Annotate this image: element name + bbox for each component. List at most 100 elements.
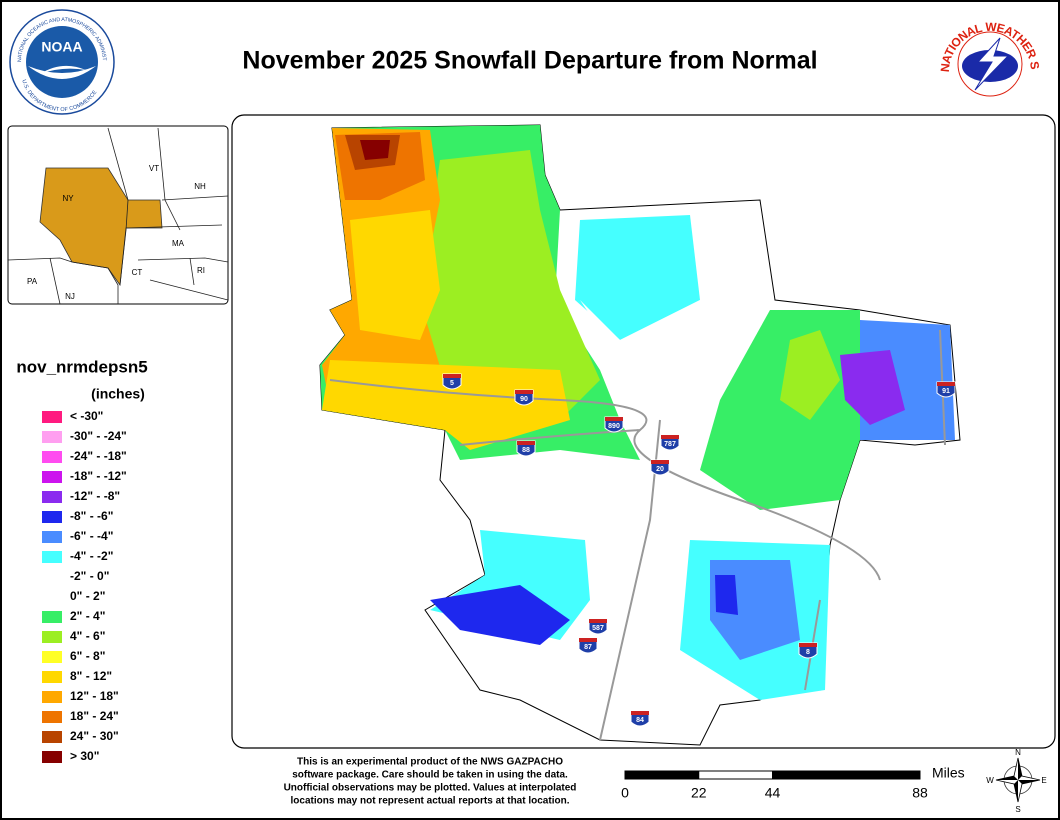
snow-patch	[322, 360, 570, 450]
legend-swatch	[42, 731, 62, 743]
legend-swatch	[42, 531, 62, 543]
interstate-label: 88	[522, 447, 530, 454]
legend-label: -2" - 0"	[70, 569, 109, 583]
legend-swatch	[42, 671, 62, 683]
legend-label: -6" - -4"	[70, 529, 113, 543]
legend-swatch	[42, 691, 62, 703]
disclaimer-line: Unofficial observations may be plotted. …	[284, 783, 577, 794]
interstate-label: 20	[656, 466, 664, 473]
interstate-shield-top	[631, 711, 649, 715]
interstate-label: 87	[584, 644, 592, 651]
scale-tick-label: 22	[691, 785, 707, 801]
legend-label: 2" - 4"	[70, 609, 105, 623]
state-label: CT	[132, 268, 143, 277]
scale-segment	[698, 770, 773, 780]
legend-label: 4" - 6"	[70, 629, 105, 643]
interstate-label: 5	[450, 380, 454, 387]
compass-rose: N S E W	[986, 748, 1046, 814]
legend-swatch	[42, 431, 62, 443]
legend-swatch	[42, 651, 62, 663]
interstate-shield-top	[937, 382, 955, 386]
interstate-shield-top	[651, 460, 669, 464]
scale-tick-label: 88	[912, 785, 928, 801]
interstate-shield-top	[605, 417, 623, 421]
legend-label: -8" - -6"	[70, 509, 113, 523]
state-label: MA	[172, 239, 185, 248]
compass-letter: N	[1015, 748, 1021, 757]
title: November 2025 Snowfall Departure from No…	[242, 47, 817, 75]
disclaimer: This is an experimental product of the N…	[284, 757, 577, 807]
inset-map: VT NH NY MA CT RI PA NJ	[7, 125, 229, 305]
legend-swatch	[42, 711, 62, 723]
interstate-label: 890	[608, 423, 620, 430]
legend-units: (inches)	[91, 386, 145, 402]
snow-patch	[360, 140, 390, 160]
legend-swatch	[42, 631, 62, 643]
snow-patch	[580, 300, 700, 360]
legend-label: -18" - -12"	[70, 469, 127, 483]
state-label: PA	[27, 277, 38, 286]
legend-swatch	[42, 571, 62, 583]
snow-patch	[430, 585, 570, 645]
legend: nov_nrmdepsn5 (inches) < -30" -30" - -24"…	[16, 357, 147, 763]
compass-letter: S	[1015, 805, 1020, 814]
interstate-shield-top	[443, 374, 461, 378]
interstate-shield-top	[579, 638, 597, 642]
interstate-label: 84	[636, 717, 644, 724]
scale-tick-label: 44	[765, 785, 781, 801]
interstate-shield-top	[517, 441, 535, 445]
disclaimer-line: software package. Care should be taken i…	[292, 770, 568, 781]
legend-label: -4" - -2"	[70, 549, 113, 563]
snow-patch	[575, 215, 700, 340]
legend-swatch	[42, 551, 62, 563]
scale-segment	[772, 770, 921, 780]
legend-label: 6" - 8"	[70, 649, 105, 663]
state-label: VT	[149, 164, 159, 173]
snow-patch	[350, 210, 440, 340]
disclaimer-line: This is an experimental product of the N…	[297, 757, 563, 768]
map-area: 5 90 890 787 20 88 91 587 87 8 84	[319, 124, 961, 746]
interstate-shield-top	[661, 435, 679, 439]
legend-swatch	[42, 411, 62, 423]
noaa-text: NOAA	[41, 39, 82, 55]
legend-label: -24" - -18"	[70, 449, 127, 463]
legend-label: -30" - -24"	[70, 429, 127, 443]
legend-label: 24" - 30"	[70, 729, 119, 743]
snow-patch	[715, 575, 738, 615]
interstate-shield-top	[589, 619, 607, 623]
interstate-label: 91	[942, 388, 950, 395]
snow-patch	[780, 330, 840, 420]
state-label: NY	[62, 194, 74, 203]
state-label: RI	[197, 266, 205, 275]
disclaimer-line: locations may not represent actual repor…	[291, 796, 570, 807]
legend-label: < -30"	[70, 409, 103, 423]
legend-swatch	[42, 591, 62, 603]
legend-title: nov_nrmdepsn5	[16, 357, 147, 376]
legend-label: 12" - 18"	[70, 689, 119, 703]
interstate-label: 90	[520, 396, 528, 403]
compass-letter: W	[986, 776, 994, 785]
legend-swatch	[42, 471, 62, 483]
scale-segment	[624, 770, 700, 780]
legend-swatch	[42, 611, 62, 623]
scale-unit: Miles	[932, 765, 965, 781]
legend-swatch	[42, 451, 62, 463]
legend-label: 18" - 24"	[70, 709, 119, 723]
legend-swatch	[42, 491, 62, 503]
interstate-label: 587	[592, 625, 604, 632]
legend-label: 0" - 2"	[70, 589, 105, 603]
interstate-label: 8	[806, 649, 810, 656]
state-label: NJ	[65, 292, 75, 301]
legend-swatch	[42, 511, 62, 523]
interstate-shield-top	[515, 390, 533, 394]
interstate-shield-top	[799, 643, 817, 647]
state-label: NH	[194, 182, 206, 191]
scale-tick-label: 0	[621, 785, 629, 801]
legend-label: > 30"	[70, 749, 99, 763]
compass-letter: E	[1041, 776, 1046, 785]
legend-label: 8" - 12"	[70, 669, 112, 683]
snow-patch	[840, 350, 905, 425]
legend-swatch	[42, 751, 62, 763]
